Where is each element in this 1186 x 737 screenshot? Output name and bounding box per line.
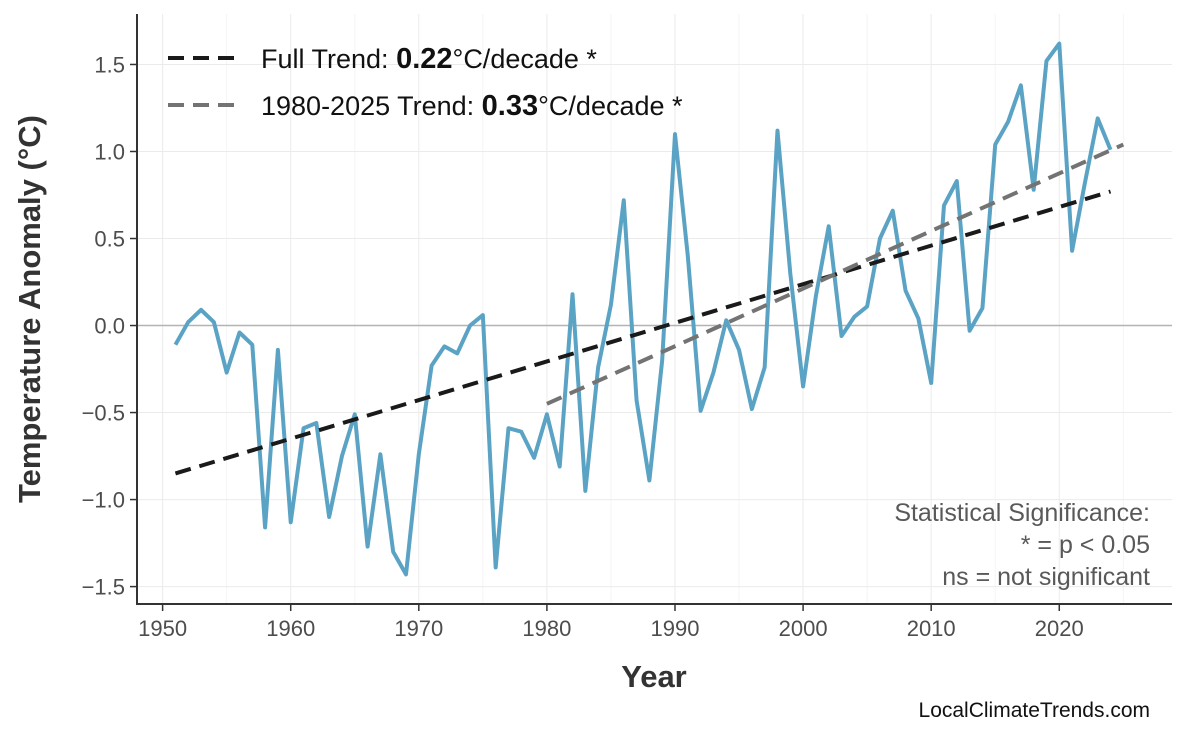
x-tick-label: 1980 <box>522 616 571 641</box>
legend-label: Full Trend: 0.22°C/decade * <box>261 43 597 75</box>
credit-text: LocalClimateTrends.com <box>919 699 1150 722</box>
x-tick-label: 1950 <box>138 616 187 641</box>
y-tick-label: 1.5 <box>94 52 125 77</box>
temperature-series-line <box>173 41 1113 577</box>
significance-note: ns = not significant <box>942 563 1150 591</box>
y-tick-label: −1.5 <box>82 575 125 600</box>
trend-line-1980 <box>546 142 1125 406</box>
trend-line-full <box>174 189 1112 476</box>
y-tick-label: −0.5 <box>82 401 125 426</box>
x-tick-label: 1960 <box>266 616 315 641</box>
y-tick-label: −1.0 <box>82 488 125 513</box>
y-tick-label: 1.0 <box>94 139 125 164</box>
legend-label: 1980-2025 Trend: 0.33°C/decade * <box>261 90 683 122</box>
y-tick-label: 0.0 <box>94 314 125 339</box>
legend-label-part: °C/decade * <box>453 44 598 74</box>
legend-label-part: 1980-2025 Trend: <box>261 91 482 121</box>
x-tick-label: 1990 <box>651 616 700 641</box>
legend-label-part: °C/decade * <box>538 91 683 121</box>
legend-label-part: 0.33 <box>482 90 538 122</box>
significance-note: * = p < 0.05 <box>1021 531 1150 559</box>
x-tick-label: 2010 <box>907 616 956 641</box>
y-axis-title: Temperature Anomaly (°C) <box>12 115 47 503</box>
x-tick-label: 2020 <box>1035 616 1084 641</box>
legend-label-part: Full Trend: <box>261 44 396 74</box>
legend-label-part: 0.22 <box>396 43 452 75</box>
y-tick-label: 0.5 <box>94 227 125 252</box>
x-axis-title: Year <box>621 659 687 694</box>
x-tick-label: 1970 <box>394 616 443 641</box>
x-tick-label: 2000 <box>779 616 828 641</box>
significance-note: Statistical Significance: <box>894 499 1150 527</box>
